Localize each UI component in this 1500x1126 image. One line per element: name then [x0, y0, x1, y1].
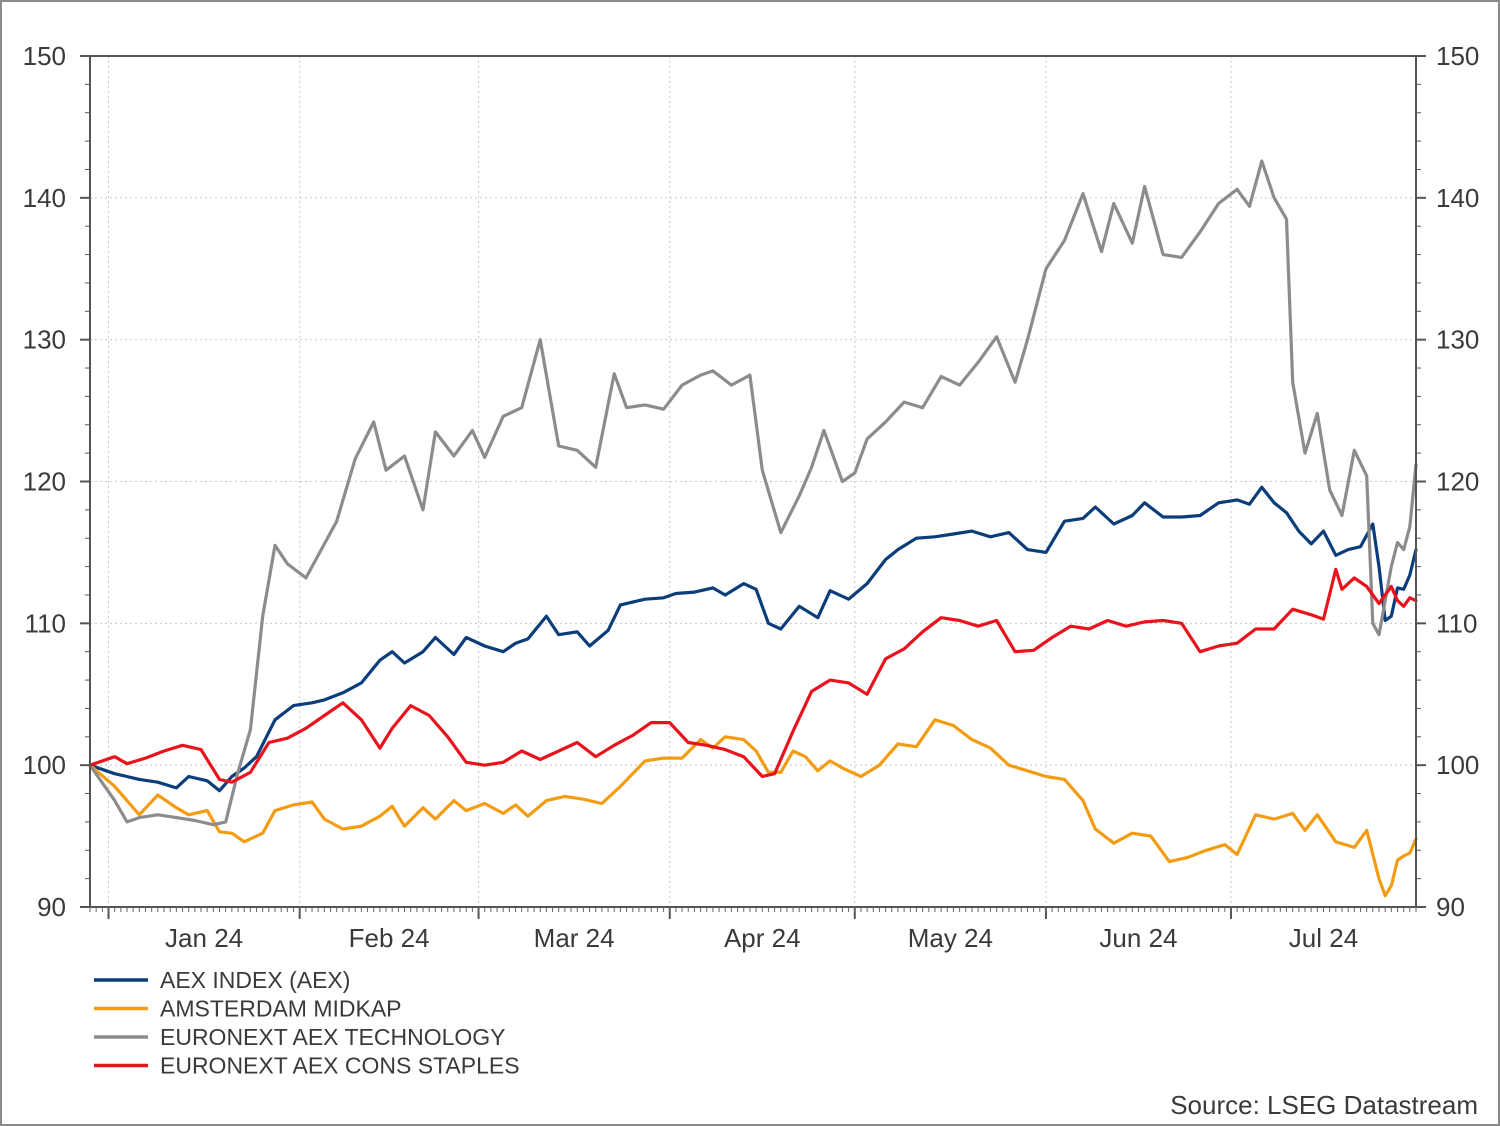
legend-label-3: EURONEXT AEX CONS STAPLES [160, 1053, 520, 1079]
y-tick-label-right: 100 [1436, 750, 1479, 780]
y-tick-label-left: 100 [23, 750, 66, 780]
y-tick-label-right: 90 [1436, 892, 1465, 922]
y-tick-label-left: 120 [23, 467, 66, 497]
plot-area-border [89, 55, 1417, 908]
y-tick-label-right: 130 [1436, 325, 1479, 355]
x-tick-label: Jul 24 [1289, 923, 1358, 953]
x-tick-label: Apr 24 [724, 923, 801, 953]
y-tick-label-right: 110 [1436, 608, 1477, 638]
x-tick-label: Jun 24 [1099, 923, 1177, 953]
x-tick-label: May 24 [908, 923, 993, 953]
y-tick-label-left: 110 [25, 608, 66, 638]
y-tick-label-left: 140 [23, 183, 66, 213]
series-line-1 [88, 718, 1418, 898]
gridlines [90, 56, 1416, 907]
x-tick-label: Jan 24 [165, 923, 243, 953]
x-tick-label: Mar 24 [534, 923, 615, 953]
legend-label-1: AMSTERDAM MIDKAP [160, 996, 402, 1022]
y-tick-label-left: 90 [37, 892, 66, 922]
y-tick-label-right: 140 [1436, 183, 1479, 213]
y-tick-label-right: 150 [1436, 41, 1479, 71]
y-tick-label-left: 130 [23, 325, 66, 355]
legend-label-2: EURONEXT AEX TECHNOLOGY [160, 1024, 506, 1050]
series-line-0 [88, 485, 1418, 793]
axes: 90 90 100 100 110 110 120 120 130 130 140 140 150 150… [23, 41, 1480, 953]
source-note: Source: LSEG Datastream [1170, 1090, 1478, 1120]
series-line-2 [88, 159, 1418, 827]
y-tick-label-left: 150 [23, 41, 66, 71]
y-tick-label-right: 120 [1436, 467, 1479, 497]
x-tick-label: Feb 24 [349, 923, 430, 953]
legend: AEX INDEX (AEX)AMSTERDAM MIDKAPEURONEXT … [94, 967, 520, 1079]
series-line-3 [88, 567, 1418, 784]
series-lines [88, 159, 1418, 898]
legend-label-0: AEX INDEX (AEX) [160, 967, 350, 993]
